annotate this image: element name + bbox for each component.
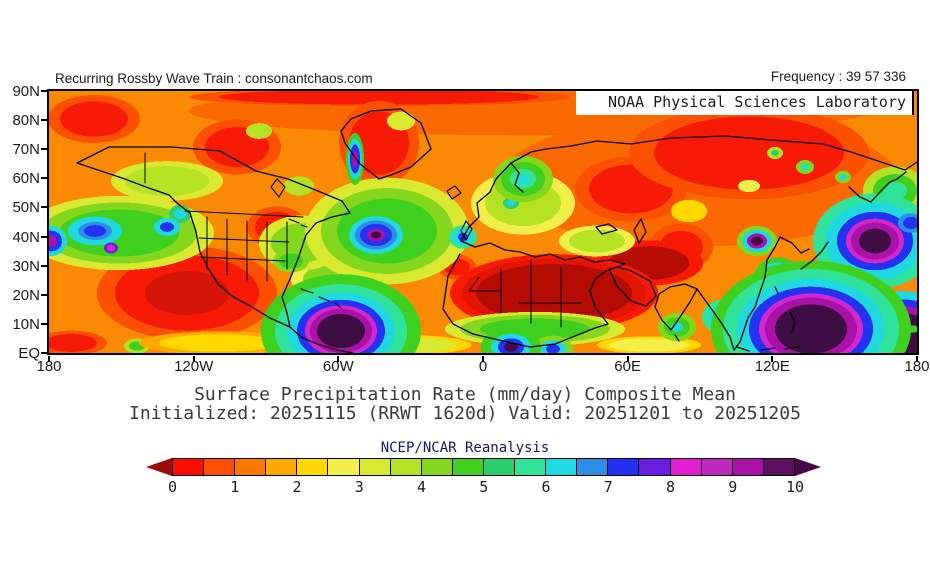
- colorbar-cell-0: [173, 459, 204, 475]
- chart-subtitle: Initialized: 20251115 (RRWT 1620d) Valid…: [129, 403, 801, 424]
- colorbar-cell-5: [327, 459, 359, 475]
- lon-label-180-6: 180: [904, 358, 930, 375]
- lon-label-60E-4: 60E: [614, 358, 641, 375]
- colorbar-label-0: 0: [167, 478, 178, 496]
- lat-tick-60N: [41, 177, 48, 180]
- lon-tick-60E-4: [626, 356, 629, 362]
- colorbar-cell-17: [700, 459, 732, 475]
- lat-label-20N: 20N: [12, 286, 40, 304]
- lat-label-10N: 10N: [12, 315, 40, 333]
- colorbar-cell-19: [762, 459, 794, 475]
- lat-tick-30N: [41, 264, 48, 267]
- frequency-text: Frequency : 39 57 336: [770, 69, 906, 84]
- colorbar-cell-8: [420, 459, 452, 475]
- colorbar-label-1: 1: [230, 478, 240, 496]
- colorbar-under-arrow: [146, 458, 172, 476]
- lon-tick-0-3: [482, 356, 484, 362]
- lon-label-0-3: 0: [478, 358, 488, 375]
- colorbar-cell-3: [265, 459, 297, 475]
- lat-tick-80N: [41, 119, 48, 122]
- colorbar-label-10: 10: [785, 478, 805, 496]
- lat-label-30N: 30N: [12, 257, 40, 275]
- precipitation-contour-field: [49, 91, 917, 353]
- lat-tick-10N: [41, 322, 48, 325]
- lon-tick-120E-5: [771, 356, 774, 362]
- lon-label-120W-1: 120W: [174, 358, 214, 375]
- lon-tick-120W-1: [192, 356, 195, 362]
- colorbar-label-6: 6: [541, 478, 551, 496]
- colorbar-cell-4: [296, 459, 328, 475]
- lon-tick-180-6: [916, 356, 918, 362]
- colorbar-cell-10: [482, 459, 515, 475]
- colorbar-cell-13: [576, 459, 608, 475]
- lat-label-80N: 80N: [12, 112, 40, 130]
- lon-tick-60W-2: [337, 356, 340, 362]
- lat-tick-70N: [41, 148, 48, 151]
- colorbar-cell-16: [669, 459, 701, 475]
- colorbar-label-7: 7: [603, 478, 613, 496]
- lat-tick-50N: [41, 206, 48, 209]
- lon-label-60W-2: 60W: [322, 358, 354, 375]
- colorbar-cell-12: [545, 459, 577, 475]
- lat-tick-40N: [41, 235, 48, 238]
- colorbar-label-5: 5: [479, 478, 489, 496]
- colorbar-cell-9: [451, 459, 483, 475]
- lat-label-70N: 70N: [12, 141, 40, 159]
- colorbar-cell-7: [389, 459, 421, 475]
- credit-text: Recurring Rossby Wave Train : consonantc…: [55, 71, 373, 86]
- colorbar-cell-11: [514, 459, 546, 475]
- colorbar-over-arrow: [795, 458, 821, 476]
- colorbar-cell-6: [358, 459, 390, 475]
- lat-label-60N: 60N: [12, 170, 40, 188]
- lat-label-EQ: EQ: [18, 345, 40, 362]
- colorbar: [172, 458, 795, 476]
- data-source-label: NCEP/NCAR Reanalysis: [380, 440, 550, 456]
- lat-label-90N: 90N: [12, 83, 40, 100]
- lat-tick-EQ: [41, 352, 48, 354]
- lon-label-180-0: 180: [36, 358, 62, 375]
- lat-label-50N: 50N: [12, 199, 40, 217]
- lat-tick-20N: [41, 293, 48, 296]
- lon-label-120E-5: 120E: [754, 358, 790, 375]
- noaa-watermark-box: NOAA Physical Sciences Laboratory: [576, 91, 914, 115]
- map-plot-area: NOAA Physical Sciences Laboratory: [47, 89, 919, 355]
- chart-title: Surface Precipitation Rate (mm/day) Comp…: [194, 384, 736, 405]
- colorbar-cell-1: [203, 459, 235, 475]
- lat-label-40N: 40N: [12, 228, 40, 246]
- colorbar-label-8: 8: [665, 478, 676, 496]
- colorbar-label-2: 2: [292, 478, 302, 496]
- colorbar-label-9: 9: [728, 478, 738, 496]
- colorbar-cell-18: [731, 459, 763, 475]
- colorbar-cell-15: [638, 459, 670, 475]
- lon-tick-180-0: [48, 356, 50, 362]
- colorbar-label-3: 3: [354, 478, 364, 496]
- colorbar-label-4: 4: [416, 478, 427, 496]
- colorbar-cell-14: [607, 459, 639, 475]
- lat-tick-90N: [41, 90, 48, 92]
- colorbar-cell-2: [234, 459, 266, 475]
